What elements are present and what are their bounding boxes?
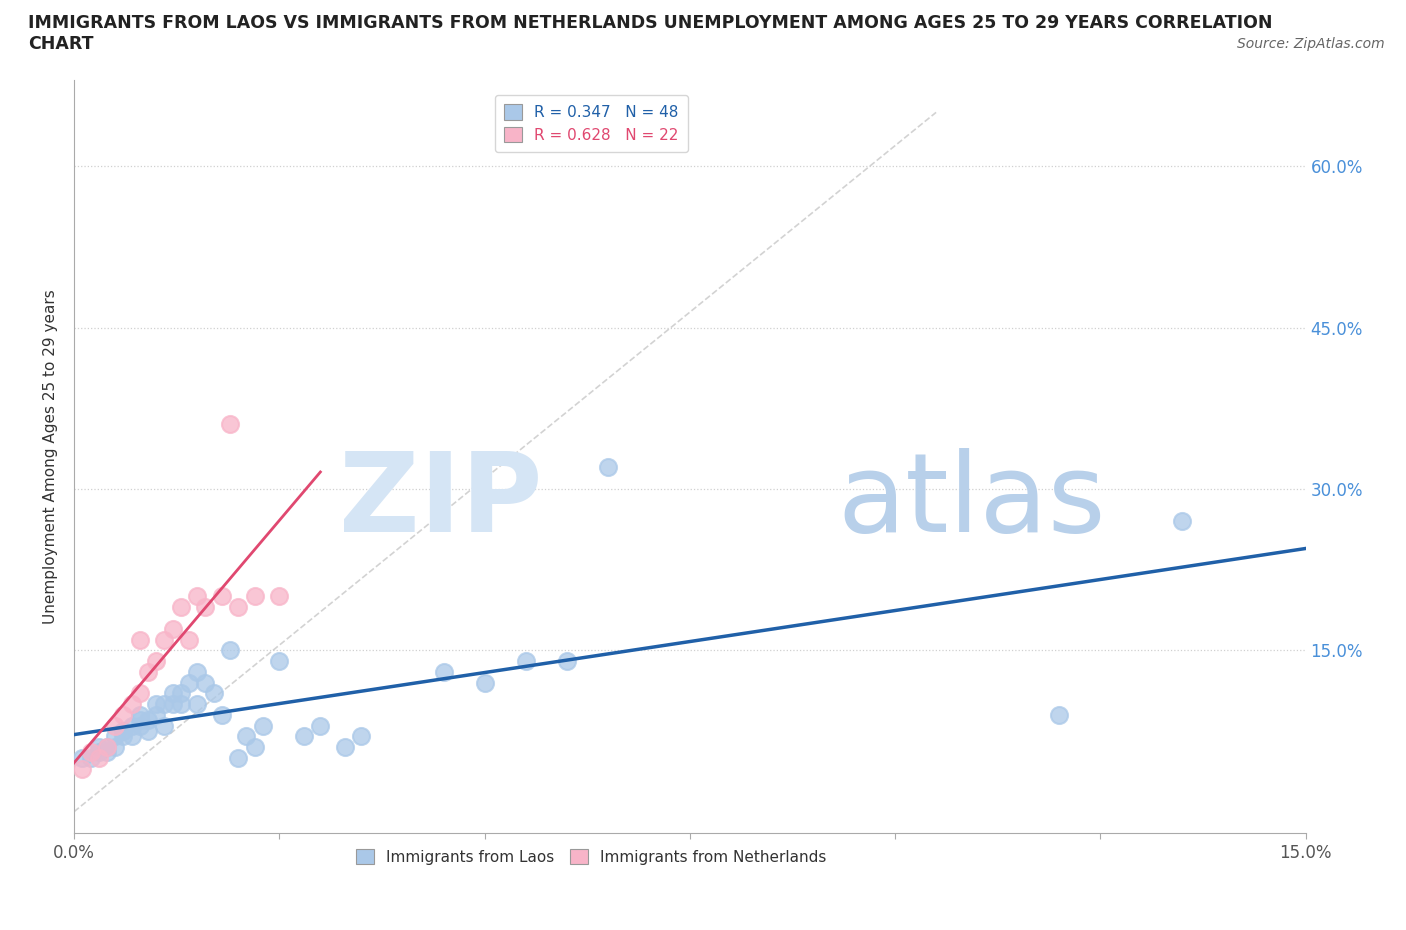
Point [121, 718, 143, 733]
Point [1047, 708, 1070, 723]
Point [235, 729, 257, 744]
Point [136, 712, 159, 727]
Point [194, 600, 217, 615]
Text: IMMIGRANTS FROM LAOS VS IMMIGRANTS FROM NETHERLANDS UNEMPLOYMENT AMONG AGES 25 T: IMMIGRANTS FROM LAOS VS IMMIGRANTS FROM … [28, 14, 1272, 53]
Point [153, 718, 176, 733]
Point [269, 589, 291, 604]
Point [72, 761, 94, 776]
Point [243, 739, 266, 754]
Point [170, 686, 193, 701]
Point [112, 708, 135, 723]
Point [186, 697, 208, 711]
Point [128, 708, 150, 723]
Point [128, 686, 150, 701]
Point [269, 654, 291, 669]
Point [555, 654, 578, 669]
Text: atlas: atlas [838, 448, 1107, 555]
Point [219, 643, 242, 658]
Point [186, 664, 208, 679]
Point [1171, 513, 1194, 528]
Point [128, 712, 150, 727]
Point [128, 718, 150, 733]
Point [145, 708, 167, 723]
Point [202, 686, 225, 701]
Point [145, 697, 167, 711]
Point [121, 697, 143, 711]
Legend: Immigrants from Laos, Immigrants from Netherlands: Immigrants from Laos, Immigrants from Ne… [350, 843, 832, 870]
Point [170, 600, 193, 615]
Point [226, 600, 249, 615]
Point [104, 739, 127, 754]
Point [87, 751, 110, 765]
Text: Source: ZipAtlas.com: Source: ZipAtlas.com [1237, 37, 1385, 51]
Point [96, 745, 118, 760]
Point [162, 697, 184, 711]
Point [128, 632, 150, 647]
Point [121, 729, 143, 744]
Point [211, 708, 233, 723]
Point [309, 718, 332, 733]
Point [112, 729, 135, 744]
Point [136, 724, 159, 738]
Point [162, 686, 184, 701]
Point [194, 675, 217, 690]
Point [596, 460, 619, 475]
Point [79, 745, 101, 760]
Point [87, 745, 110, 760]
Point [153, 632, 176, 647]
Point [243, 589, 266, 604]
Point [474, 675, 496, 690]
Point [104, 718, 127, 733]
Point [219, 417, 242, 432]
Point [79, 751, 101, 765]
Point [87, 739, 110, 754]
Point [72, 751, 94, 765]
Point [186, 589, 208, 604]
Point [153, 697, 176, 711]
Point [432, 664, 454, 679]
Point [333, 739, 356, 754]
Point [350, 729, 373, 744]
Point [112, 724, 135, 738]
Text: ZIP: ZIP [339, 448, 543, 555]
Point [145, 654, 167, 669]
Point [96, 739, 118, 754]
Point [136, 664, 159, 679]
Point [226, 751, 249, 765]
Point [96, 739, 118, 754]
Point [252, 718, 274, 733]
Point [177, 675, 200, 690]
Point [104, 729, 127, 744]
Point [177, 632, 200, 647]
Point [170, 697, 193, 711]
Point [162, 621, 184, 636]
Point [292, 729, 315, 744]
Y-axis label: Unemployment Among Ages 25 to 29 years: Unemployment Among Ages 25 to 29 years [44, 289, 58, 624]
Point [211, 589, 233, 604]
Point [515, 654, 537, 669]
